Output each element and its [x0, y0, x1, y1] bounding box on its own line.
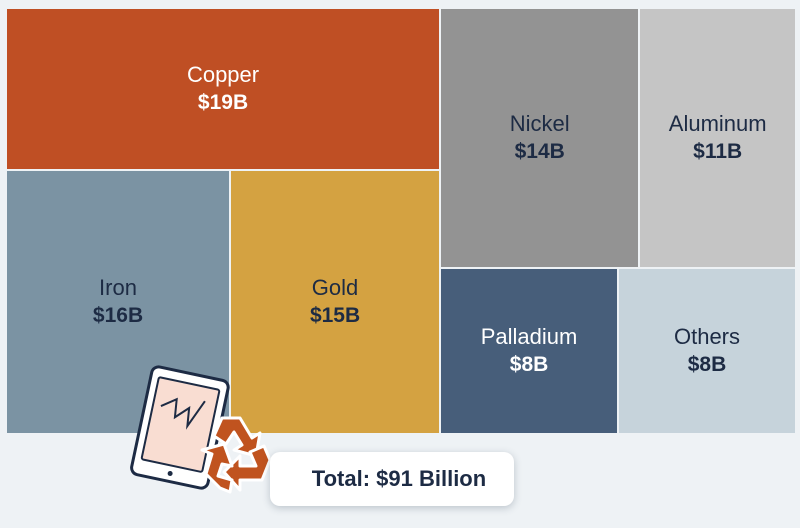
tile-aluminum-name: Aluminum — [668, 110, 767, 136]
tile-nickel-name: Nickel — [509, 110, 570, 136]
tile-copper: Copper $19B — [7, 9, 440, 169]
tile-others: Others $8B — [619, 268, 795, 433]
tile-palladium-value: $8B — [509, 352, 549, 376]
tile-copper-name: Copper — [186, 61, 260, 87]
tile-others-name: Others — [673, 323, 741, 349]
broken-tablet-icon — [130, 365, 272, 494]
tile-aluminum-value: $11B — [693, 139, 743, 163]
tile-gold-value: $15B — [309, 303, 361, 327]
tile-gold: Gold $15B — [231, 170, 440, 433]
tile-aluminum: Aluminum $11B — [640, 9, 795, 267]
tile-nickel-value: $14B — [514, 139, 565, 163]
tile-gold-name: Gold — [311, 274, 359, 300]
recycle-icon — [200, 416, 272, 494]
tile-palladium-name: Palladium — [480, 323, 578, 349]
tile-palladium: Palladium $8B — [441, 268, 618, 433]
tile-copper-value: $19B — [197, 90, 249, 114]
tile-others-value: $8B — [687, 352, 727, 376]
tile-nickel: Nickel $14B — [441, 9, 639, 267]
tile-iron-value: $16B — [92, 303, 144, 327]
total-label: Total: $91 Billion — [270, 452, 514, 506]
tile-iron: Iron $16B — [7, 170, 230, 433]
tile-iron-name: Iron — [99, 274, 137, 300]
